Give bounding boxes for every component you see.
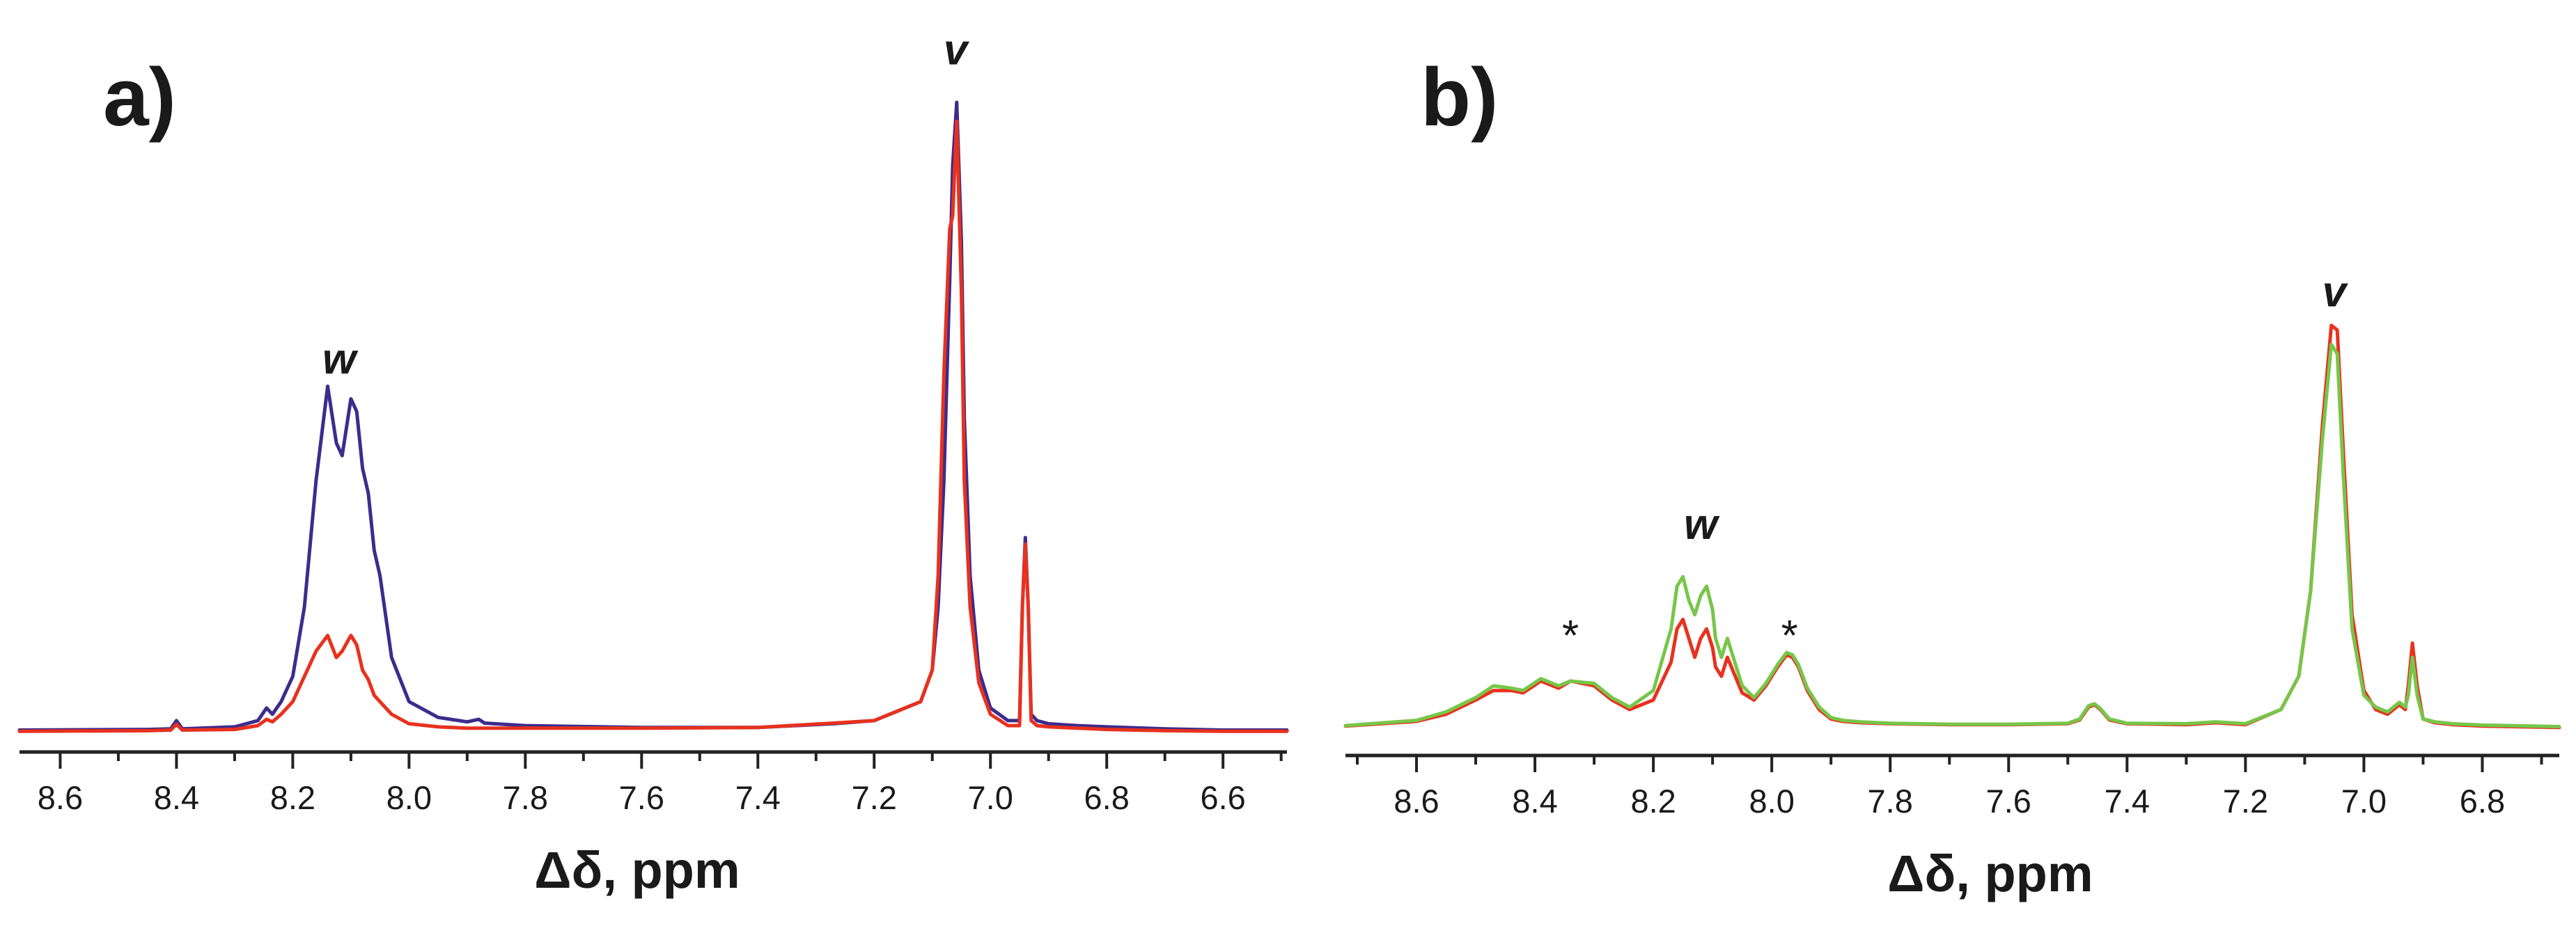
x-tick-label: 6.6 <box>1200 779 1245 816</box>
x-tick-label: 8.2 <box>270 779 315 816</box>
x-tick-label: 8.6 <box>1394 783 1439 820</box>
x-tick-label: 8.4 <box>154 779 199 816</box>
peak-label-v: v <box>2323 268 2349 316</box>
x-axis-title: Δδ, ppm <box>1887 845 2093 902</box>
x-tick-label: 7.8 <box>503 779 548 816</box>
peak-label-w: w <box>322 336 359 384</box>
series-line-1 <box>17 100 1289 732</box>
x-tick-label: 8.0 <box>387 779 432 816</box>
series-line-1 <box>1343 323 2561 730</box>
x-axis-title: Δδ, ppm <box>534 841 740 899</box>
series-line-2 <box>17 119 1289 733</box>
asterisk-annotation: * <box>1562 612 1579 660</box>
x-tick-label: 7.0 <box>2341 783 2387 820</box>
x-tick-label: 8.4 <box>1512 783 1557 820</box>
x-tick-label: 7.0 <box>968 779 1013 816</box>
x-tick-label: 7.6 <box>619 779 664 816</box>
panel-label: b) <box>1421 52 1498 143</box>
x-tick-label: 7.8 <box>1868 783 1913 820</box>
x-tick-label: 6.8 <box>2460 783 2505 820</box>
panel-label: a) <box>103 52 176 143</box>
x-tick-label: 7.2 <box>2223 783 2268 820</box>
x-tick-label: 7.6 <box>1986 783 2031 820</box>
peak-label-v: v <box>944 26 970 75</box>
x-tick-label: 7.2 <box>852 779 897 816</box>
panel-a: a) 8.6 8.4 8.2 8.0 7.8 7.6 7.4 7.2 7.0 6.8 6.6 Δδ, p… <box>17 26 1289 899</box>
x-tick-label: 8.0 <box>1749 783 1795 820</box>
x-tick-label: 8.6 <box>38 779 83 816</box>
panel-b: b) 8.6 8.4 8.2 8.0 7.8 7.6 7.4 7.2 7.0 6.8 Δδ, ppm w… <box>1343 52 2561 902</box>
peak-label-w: w <box>1684 501 1720 549</box>
x-tick-label: 8.2 <box>1630 783 1676 820</box>
series-line-2 <box>1343 343 2561 728</box>
x-tick-label: 7.4 <box>2105 783 2150 820</box>
x-tick-label: 7.4 <box>735 779 781 816</box>
asterisk-annotation: * <box>1781 612 1798 660</box>
x-tick-label: 6.8 <box>1084 779 1130 816</box>
